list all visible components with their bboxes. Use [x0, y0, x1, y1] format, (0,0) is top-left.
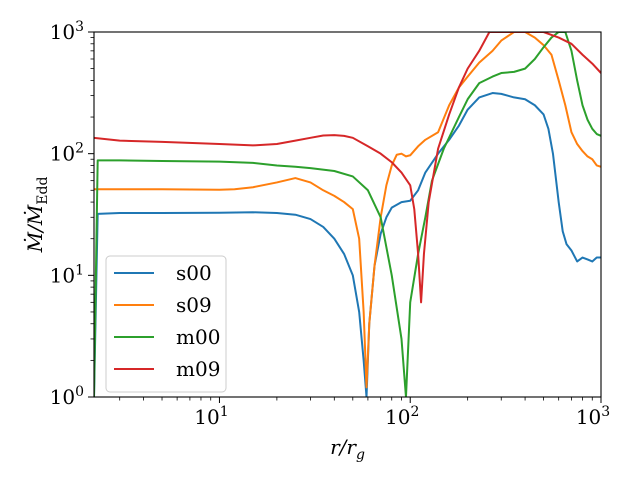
y-tick-label: 101 [50, 262, 84, 287]
legend-label-s00: s00 [176, 261, 212, 285]
x-tick-label: 101 [194, 404, 228, 429]
y-tick-label: 103 [50, 19, 84, 44]
x-tick-label: 102 [385, 404, 419, 429]
x-axis-label: r/rg [330, 435, 365, 463]
x-tick-label: 103 [576, 404, 610, 429]
y-axis-label: Ṁ/ṀEdd [23, 177, 51, 254]
y-tick-label: 102 [50, 141, 84, 166]
legend-box [105, 255, 227, 393]
legend-label-m00: m00 [176, 325, 220, 349]
series-line-s00 [94, 92, 601, 397]
series-line-m09 [94, 32, 601, 304]
y-tick-label: 100 [50, 384, 84, 409]
plot-frame [93, 31, 602, 398]
series-line-s09 [94, 32, 601, 389]
legend-label-s09: s09 [176, 293, 212, 317]
legend-label-m09: m09 [176, 357, 220, 381]
